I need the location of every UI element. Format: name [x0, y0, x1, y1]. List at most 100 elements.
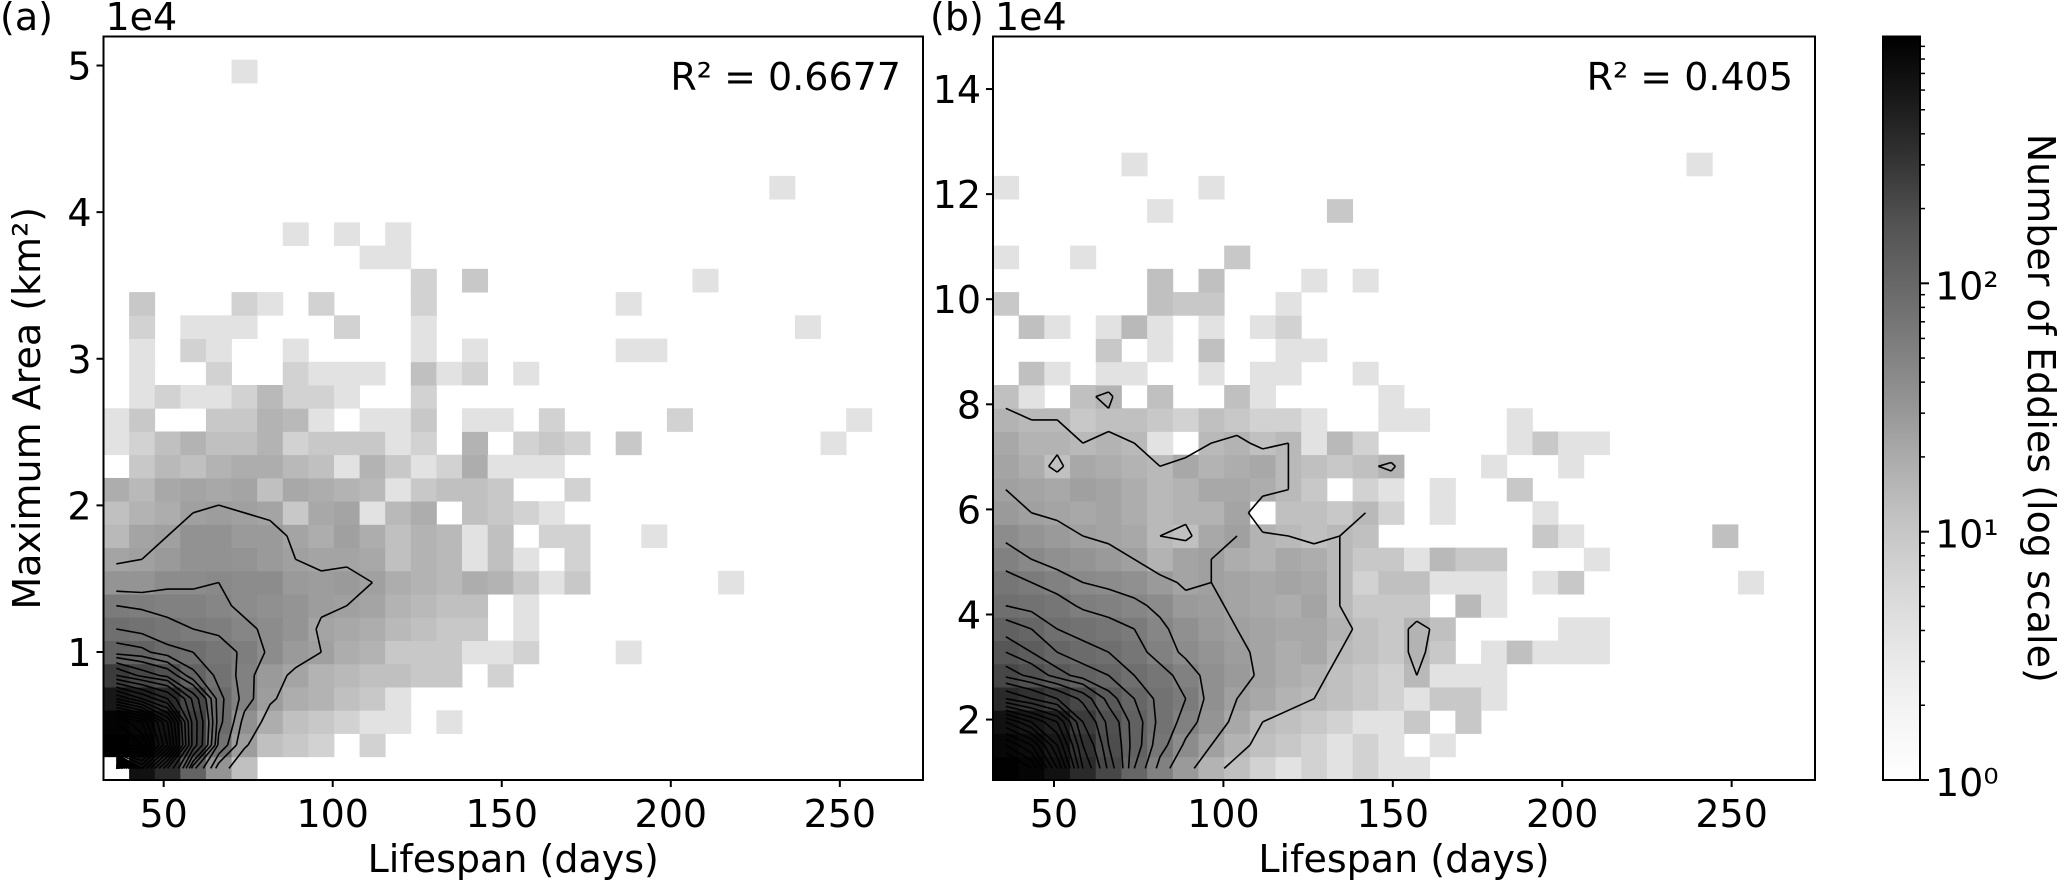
colorbar-bar	[1882, 35, 1921, 781]
hist-bin	[308, 431, 335, 456]
hist-bin	[410, 477, 437, 502]
hist-bin	[666, 408, 693, 432]
hist-bin	[487, 408, 514, 432]
colorbar-tick-label: 10¹	[1935, 513, 1999, 557]
hist-bin	[180, 570, 207, 595]
hist-bin	[231, 663, 258, 688]
hist-bin	[231, 524, 258, 549]
contour-level	[1005, 713, 1067, 769]
hist-bin	[180, 733, 207, 758]
hist-bin	[257, 524, 284, 549]
hist-bin	[1070, 640, 1097, 665]
hist-bin	[1404, 617, 1431, 641]
hist-bin	[1249, 361, 1276, 386]
hist-bin	[154, 454, 181, 479]
x-tick-label: 50	[139, 792, 187, 836]
hist-bin	[333, 640, 360, 665]
hist-bin	[308, 617, 335, 641]
hist-bin	[513, 594, 540, 618]
hist-bin	[993, 175, 1020, 200]
hist-bin	[1095, 687, 1122, 711]
hist-bin	[308, 361, 335, 386]
hist-bin	[410, 547, 437, 572]
hist-bin	[513, 570, 540, 595]
hist-bin	[462, 408, 489, 432]
hist-bin	[1044, 315, 1071, 339]
hist-bin	[1481, 454, 1508, 479]
hist-bin	[1095, 338, 1122, 363]
hist-bin	[359, 547, 386, 572]
hist-bin	[1301, 268, 1328, 293]
hist-bin	[1070, 454, 1097, 479]
x-tick-label: 150	[1357, 792, 1430, 836]
hist-bin	[1352, 431, 1379, 456]
hist-bin	[1172, 756, 1199, 781]
contour-level	[115, 694, 178, 770]
hist-bin	[487, 663, 514, 688]
hist-bin	[1429, 733, 1456, 758]
hist-bin	[154, 617, 181, 641]
hist-bin	[1301, 687, 1328, 711]
hist-bin	[641, 524, 668, 549]
hist-bin	[205, 547, 232, 572]
hist-bin	[231, 59, 258, 84]
hist-bin	[1172, 292, 1199, 316]
hist-bin	[359, 733, 386, 758]
hist-bin	[282, 617, 309, 641]
y-tick-label: 14	[933, 68, 981, 112]
hist-bin	[1532, 524, 1559, 549]
hist-bin	[231, 431, 258, 456]
hist-bin	[1506, 477, 1533, 502]
hist-bin	[615, 338, 642, 363]
hist-bin	[1583, 547, 1610, 572]
hist-bin	[1147, 617, 1174, 641]
hist-bin	[410, 617, 437, 641]
colorbar: 10⁰ 10¹ 10² Number of Eddies (log scale)	[1882, 35, 2063, 805]
hist-bin	[513, 501, 540, 525]
x-tick-label: 100	[296, 792, 369, 836]
hist-bin	[1301, 640, 1328, 665]
hist-bin	[1352, 547, 1379, 572]
hist-bin	[180, 385, 207, 409]
hist-bin	[1070, 547, 1097, 572]
hist-bin	[1044, 570, 1071, 595]
hist-bin	[1198, 477, 1225, 502]
hist-bin	[205, 454, 232, 479]
hist-bin	[385, 524, 412, 549]
hist-bin	[1224, 385, 1251, 409]
hist-bin	[1326, 687, 1354, 711]
hist-bin	[1044, 477, 1071, 502]
hist-bin	[1378, 570, 1405, 595]
hist-bin	[1455, 687, 1482, 711]
hist-bin	[1429, 547, 1456, 572]
hist-bin	[1301, 338, 1328, 363]
hist-bin	[1378, 501, 1405, 525]
hist-bin	[487, 454, 514, 479]
hist-bin	[257, 687, 284, 711]
hist-bin	[462, 338, 489, 363]
hist-bin	[436, 570, 463, 595]
hist-bin	[1301, 408, 1328, 432]
hist-bin	[1352, 477, 1379, 502]
hist-bin	[1429, 617, 1456, 641]
hist-bin	[1275, 663, 1302, 688]
hist-bin	[257, 477, 284, 502]
hist-bin	[1147, 687, 1174, 711]
y-tick-label: 1	[67, 631, 91, 675]
hist-bin	[1275, 710, 1302, 734]
hist-bin	[1147, 756, 1174, 781]
hist-bin	[1198, 640, 1225, 665]
hist-bin	[1481, 594, 1508, 618]
hist-bin	[282, 640, 309, 665]
hist-bin	[385, 477, 412, 502]
hist-bin	[282, 222, 309, 247]
hist-bin	[1147, 338, 1174, 363]
hist-bin	[1506, 408, 1533, 432]
hist-bin	[513, 640, 540, 665]
hist-bin	[333, 315, 360, 339]
hist-bin	[1429, 570, 1456, 595]
hist-bin	[231, 477, 258, 502]
panel-b: 50 100 150 200 250 2 4 6 8 10 12 14 Lifespan (days) (…	[930, 0, 1816, 880]
hist-bin	[1018, 361, 1045, 386]
hist-bin	[410, 431, 437, 456]
